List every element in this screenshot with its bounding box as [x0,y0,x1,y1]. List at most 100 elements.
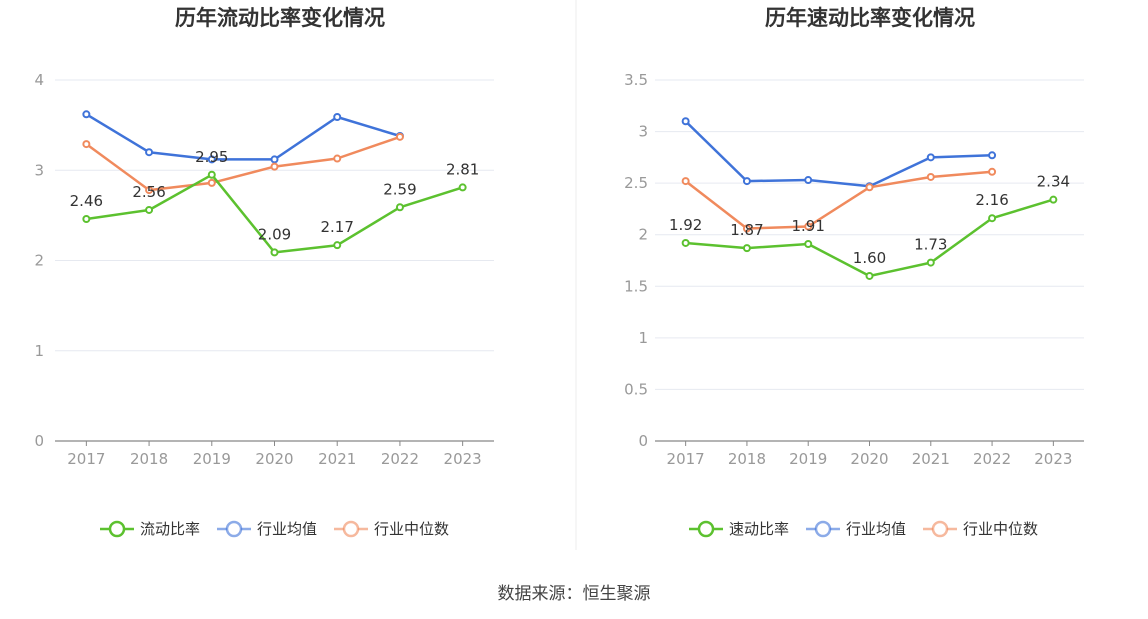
data-label: 2.59 [383,180,416,198]
data-point [270,162,279,171]
data-label: 2.34 [1037,173,1070,191]
y-tick-label: 2.5 [624,174,648,192]
legend-marker [814,520,832,538]
data-label: 1.87 [730,221,763,239]
x-tick-label: 2017 [67,450,105,468]
x-tick-label: 2022 [973,450,1011,468]
data-point [804,222,813,231]
data-point [988,167,997,176]
data-point [82,214,91,223]
legend-item-2: 行业中位数 [334,520,449,538]
x-tick-label: 2020 [255,450,293,468]
legend-label: 行业均值 [257,520,317,538]
data-point [207,155,216,164]
data-point [742,244,751,253]
data-point [270,248,279,257]
series-line-2 [85,135,401,192]
legend-label: 行业均值 [846,520,906,538]
data-point [395,203,404,212]
x-tick-label: 2021 [318,450,356,468]
legend-label: 流动比率 [140,520,200,538]
data-point [333,241,342,250]
legend-marker [225,520,243,538]
legend-item-1: 行业均值 [806,520,906,538]
data-point [865,271,874,280]
data-label: 2.81 [446,160,479,178]
legend-marker [697,520,715,538]
data-point [1049,195,1058,204]
legend-marker [931,520,949,538]
data-point [207,170,216,179]
y-tick-label: 3.5 [624,71,648,89]
data-point [926,172,935,181]
legend-label: 速动比率 [729,520,789,538]
x-tick-label: 2019 [789,450,827,468]
legend-label: 行业中位数 [963,520,1038,538]
y-tick-label: 0 [638,432,648,450]
data-point [742,177,751,186]
data-point [804,176,813,185]
data-point [270,155,279,164]
data-label: 1.60 [853,249,886,267]
data-point [988,214,997,223]
data-label: 1.92 [669,216,702,234]
y-tick-label: 1 [638,329,648,347]
data-point [82,110,91,119]
x-tick-label: 2022 [381,450,419,468]
data-point [145,186,154,195]
data-label: 2.17 [321,218,354,236]
data-label: 2.95 [195,148,228,166]
data-point [145,148,154,157]
legend-label: 行业中位数 [374,520,449,538]
legend-item-0: 速动比率 [689,520,789,538]
chart-title: 历年速动比率变化情况 [765,6,975,30]
data-point [742,224,751,233]
series-line-1 [85,113,401,161]
data-point [988,151,997,160]
data-label: 2.16 [975,191,1008,209]
data-point [804,239,813,248]
y-tick-label: 0.5 [624,380,648,398]
x-tick-label: 2023 [444,450,482,468]
data-point [333,113,342,122]
x-tick-label: 2019 [193,450,231,468]
y-tick-label: 3 [34,161,44,179]
data-point [681,177,690,186]
data-point [207,178,216,187]
data-label: 1.73 [914,236,947,254]
data-point [681,238,690,247]
legend-marker [342,520,360,538]
chart-panel-2: 历年速动比率变化情况 0 0.5 1 1.5 2 2.5 3 3.5 2017 2018 2019 20… [624,6,1084,538]
y-tick-label: 3 [638,123,648,141]
data-point [333,154,342,163]
series-line-2 [684,170,993,230]
data-label: 2.09 [258,225,291,243]
y-tick-label: 1.5 [624,277,648,295]
data-point [145,205,154,214]
y-tick-label: 2 [638,226,648,244]
x-tick-label: 2018 [130,450,168,468]
legend-marker [108,520,126,538]
charts-canvas: 历年流动比率变化情况 0 1 2 3 4 2017 2018 2019 2020 2021 2022 2… [34,0,1084,550]
x-tick-label: 2021 [912,450,950,468]
x-tick-label: 2023 [1034,450,1072,468]
x-tick-label: 2017 [667,450,705,468]
data-point [865,183,874,192]
y-tick-label: 1 [34,342,44,360]
data-point [926,258,935,267]
data-label: 2.56 [132,183,165,201]
legend-item-0: 流动比率 [100,520,200,538]
data-point [82,140,91,149]
y-tick-label: 2 [34,252,44,270]
x-tick-label: 2020 [850,450,888,468]
data-label: 1.91 [792,217,825,235]
y-tick-label: 4 [34,71,44,89]
x-tick-label: 2018 [728,450,766,468]
data-point [926,153,935,162]
chart-title: 历年流动比率变化情况 [175,6,385,30]
legend-item-2: 行业中位数 [923,520,1038,538]
chart-panel-1: 历年流动比率变化情况 0 1 2 3 4 2017 2018 2019 2020 2021 2022 2… [34,6,494,538]
data-point [681,117,690,126]
data-label: 2.46 [70,192,103,210]
legend-item-1: 行业均值 [217,520,317,538]
